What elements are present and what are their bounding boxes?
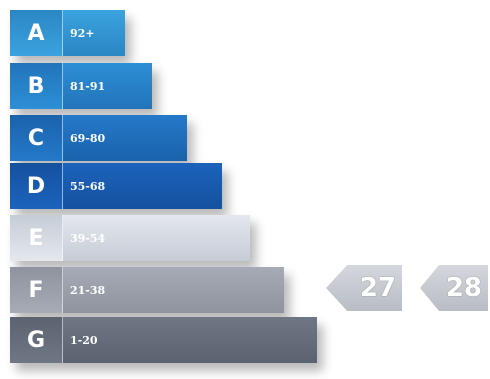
band-a-range: 92+ xyxy=(70,26,95,40)
current-rating-arrow: 27 xyxy=(326,265,402,311)
band-e-letter: E xyxy=(28,225,44,251)
band-c: C 69-80 xyxy=(10,115,187,161)
band-f-range: 21-38 xyxy=(70,283,106,297)
band-c-letter-cell: C xyxy=(10,115,63,161)
potential-rating-arrow: 28 xyxy=(420,265,488,311)
band-f-letter-cell: F xyxy=(10,267,63,313)
band-b-range: 81-91 xyxy=(70,79,106,93)
band-g-letter: G xyxy=(26,327,46,353)
band-d: D 55-68 xyxy=(10,163,222,209)
band-f-letter: F xyxy=(28,277,44,303)
current-rating-value: 27 xyxy=(359,273,396,303)
band-a-letter: A xyxy=(27,20,45,46)
band-e-letter-cell: E xyxy=(10,215,63,261)
band-b-letter-cell: B xyxy=(10,63,63,109)
band-f: F 21-38 xyxy=(10,267,284,313)
band-c-letter: C xyxy=(27,125,45,151)
band-c-range: 69-80 xyxy=(70,131,106,145)
band-b: B 81-91 xyxy=(10,63,152,109)
band-a: A 92+ xyxy=(10,10,125,56)
band-d-letter-cell: D xyxy=(10,163,63,209)
band-a-letter-cell: A xyxy=(10,10,63,56)
band-g-letter-cell: G xyxy=(10,317,63,363)
band-d-letter: D xyxy=(26,173,46,199)
band-d-range: 55-68 xyxy=(70,179,106,193)
band-e: E 39-54 xyxy=(10,215,250,261)
band-g: G 1-20 xyxy=(10,317,317,363)
band-e-range: 39-54 xyxy=(70,231,106,245)
potential-rating-value: 28 xyxy=(445,273,482,303)
band-b-letter: B xyxy=(27,73,45,99)
band-g-range: 1-20 xyxy=(70,333,98,347)
